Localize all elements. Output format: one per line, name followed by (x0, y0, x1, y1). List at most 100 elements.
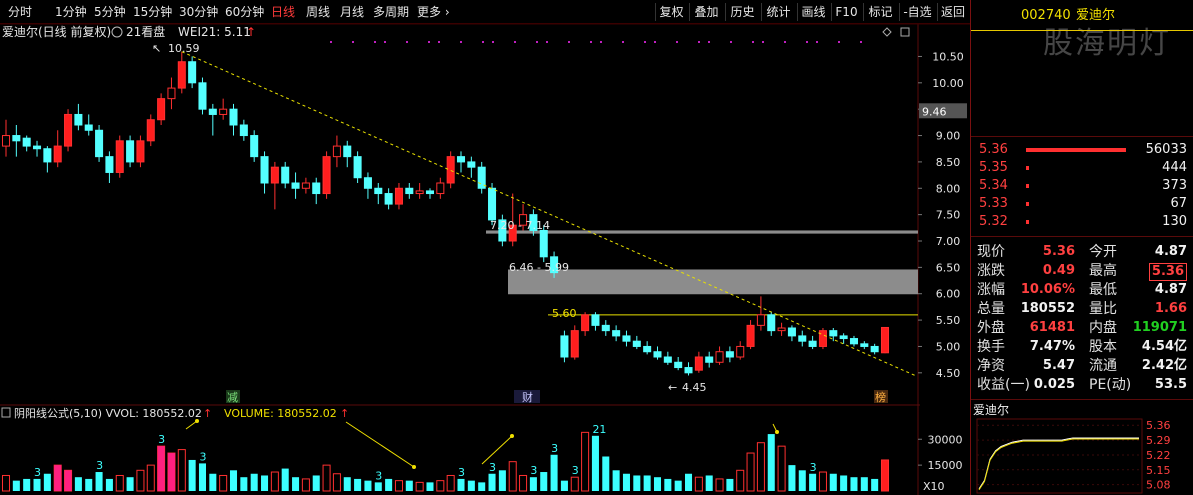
orderbook-volume-bar (1026, 202, 1029, 206)
stats-button[interactable]: 统计 (761, 3, 795, 21)
signal-dot (838, 41, 840, 43)
stat-value: 4.54亿 (1141, 339, 1187, 354)
candle-up (736, 345, 745, 358)
candle-down (353, 156, 362, 179)
restore-rights-button[interactable]: 复权 (655, 3, 687, 21)
period-1min[interactable]: 1分钟 (55, 5, 87, 19)
volume-bar-down (467, 480, 475, 491)
candle-up (394, 187, 403, 205)
intraday-mini-chart[interactable]: 5.36 5.29 5.22 5.15 5.08 (971, 417, 1193, 495)
volume-bar-down (126, 477, 134, 491)
volume-bar-down (726, 478, 734, 491)
chart-title: 爱迪尔(日线 前复权) (2, 24, 111, 39)
back-button[interactable]: 返回 (937, 3, 968, 21)
signal-dot (514, 41, 516, 43)
stat-label: 最高 (1089, 263, 1117, 279)
period-toolbar: 分时 1分钟 5分钟 15分钟 30分钟 60分钟 日线 周线 月线 多周期 更… (0, 0, 970, 24)
stat-label: 总量 (977, 301, 1005, 317)
reduce-marker[interactable] (226, 390, 240, 403)
mark-button[interactable]: 标记 (863, 3, 897, 21)
draw-line-button[interactable]: 画线 (797, 3, 829, 21)
period-5min[interactable]: 5分钟 (94, 5, 126, 19)
stat-label: 外盘 (977, 320, 1005, 336)
candle-up (322, 156, 331, 195)
volume-bar-highlight (54, 465, 62, 491)
period-15min[interactable]: 15分钟 (133, 5, 173, 19)
period-more[interactable]: 更多 › (417, 5, 450, 19)
stat-label: PE(动) (1089, 377, 1132, 393)
period-monthly[interactable]: 月线 (340, 5, 365, 19)
volume-bar-down (43, 473, 51, 491)
overlay-button[interactable]: 叠加 (689, 3, 723, 21)
volume-bar-down (798, 470, 806, 491)
signal-dot (860, 41, 862, 43)
mini-chart-frame (976, 418, 1143, 494)
period-60min[interactable]: 60分钟 (225, 5, 265, 19)
volume-bar-up (177, 449, 186, 492)
mini-chart-title: 爱迪尔 (973, 403, 1010, 417)
candle-down (105, 156, 114, 173)
volume-bar-up (818, 471, 827, 492)
candle-up (880, 326, 890, 354)
volume-arrow-head (412, 465, 416, 469)
candle-down (787, 327, 796, 337)
volume-bar-down (788, 465, 796, 491)
orderbook-volume: 67 (1170, 196, 1187, 211)
volume-bar-down (705, 475, 713, 491)
history-button[interactable]: 历史 (725, 3, 759, 21)
stat-label: 换手 (977, 339, 1005, 355)
volume-bar-down (105, 478, 113, 491)
indicator-toggle-icon[interactable] (1, 407, 11, 418)
orderbook-price[interactable]: 5.32 (979, 214, 1008, 229)
volume-bar-down (685, 473, 693, 491)
orderbook-price[interactable]: 5.36 (979, 142, 1008, 157)
volume-bar-up (694, 476, 703, 492)
stat-label: 流通 (1089, 358, 1117, 374)
orderbook-volume-bar (1026, 184, 1029, 188)
period-weekly[interactable]: 周线 (306, 5, 331, 19)
cursor-price-box (919, 103, 967, 119)
volume-bar-down (540, 472, 548, 491)
mini-avg-line (978, 438, 1139, 491)
diamond-icon[interactable] (882, 27, 892, 37)
candle-up (436, 182, 445, 195)
candle-down (829, 330, 838, 337)
candle-down (456, 156, 466, 163)
signal-dot (460, 41, 462, 43)
period-multi[interactable]: 多周期 (373, 5, 410, 19)
candle-up (715, 351, 724, 363)
candle-down (84, 124, 93, 131)
volume-bar-up (746, 452, 755, 492)
indicator-name: 21看盘 (126, 24, 165, 39)
signal-dot (644, 41, 646, 43)
stock-name: 爱迪尔 (1076, 8, 1116, 23)
volume-arrow-head (775, 430, 779, 434)
volume-bar-up (136, 469, 145, 492)
volume-bar-down (829, 473, 837, 491)
remove-watchlist-button[interactable]: -自选 (899, 3, 935, 21)
orderbook-price[interactable]: 5.35 (979, 160, 1008, 175)
period-intraday[interactable]: 分时 (8, 5, 33, 19)
f10-button[interactable]: F10 (831, 3, 861, 21)
billboard-marker[interactable] (874, 390, 888, 403)
candle-down (74, 113, 83, 126)
expand-icon[interactable] (900, 27, 910, 37)
period-daily[interactable]: 日线 (271, 5, 296, 19)
orderbook-price[interactable]: 5.34 (979, 178, 1008, 193)
orderbook-top-divider (971, 136, 1193, 137)
volume-bar-up (715, 478, 724, 492)
signal-dot (352, 41, 354, 43)
volume-bar-down (871, 478, 879, 491)
stat-value: 5.36 (1042, 244, 1075, 259)
orderbook-price[interactable]: 5.33 (979, 196, 1008, 211)
candle-down (839, 335, 848, 340)
volume-bar-down (498, 470, 506, 491)
finance-marker[interactable] (514, 390, 540, 403)
settings-circle-icon[interactable] (111, 26, 123, 38)
period-30min[interactable]: 30分钟 (179, 5, 219, 19)
volume-bar-up (301, 478, 310, 492)
stat-label: 涨跌 (977, 263, 1005, 279)
candle-up (136, 140, 145, 163)
